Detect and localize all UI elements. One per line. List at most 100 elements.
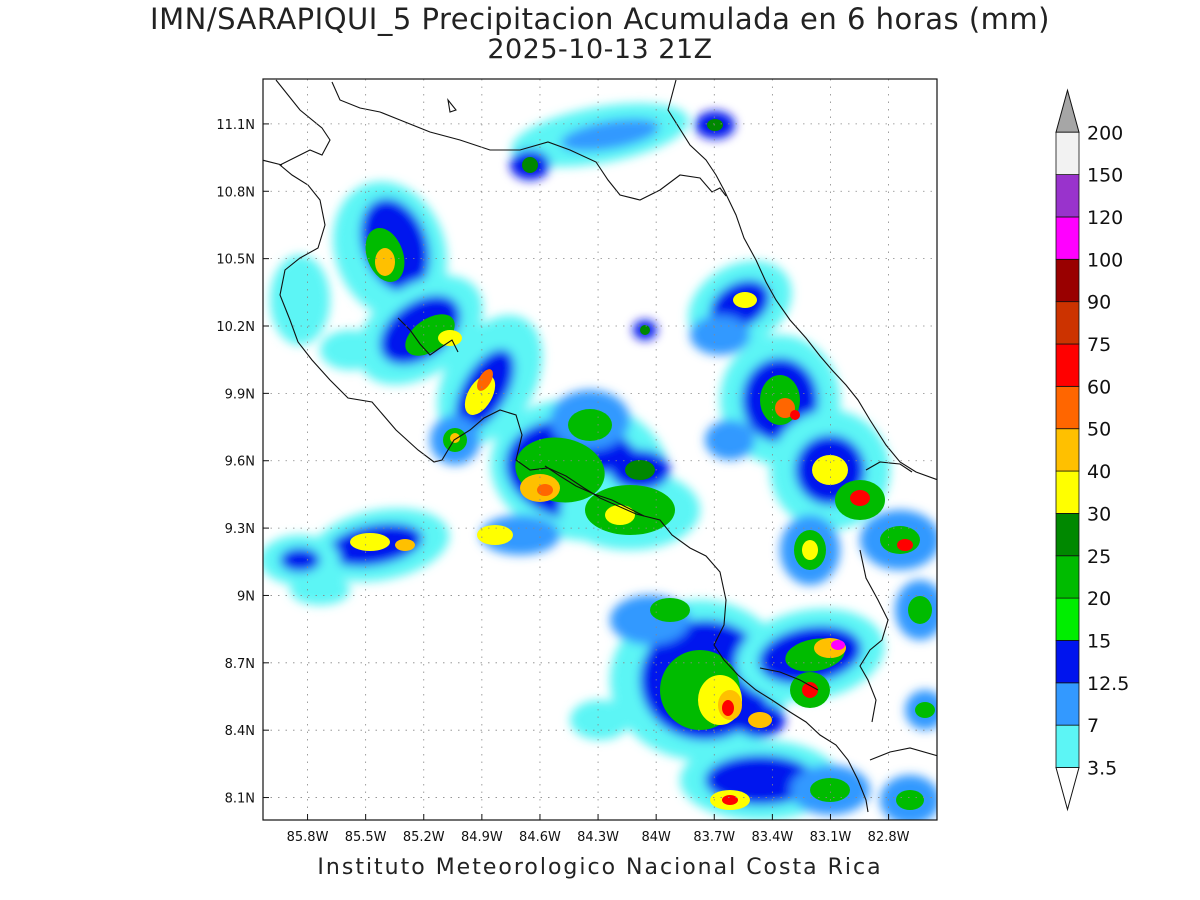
colorbar-level-label: 100 bbox=[1087, 249, 1123, 271]
precip-cell bbox=[640, 325, 650, 335]
colorbar-level-label: 40 bbox=[1087, 461, 1111, 483]
precip-cell bbox=[522, 157, 538, 173]
precip-cell bbox=[450, 433, 460, 443]
colorbar-swatch bbox=[1055, 470, 1080, 514]
precip-cell bbox=[802, 540, 818, 560]
x-tick-label: 85.2W bbox=[403, 830, 445, 845]
precip-cell bbox=[850, 490, 870, 506]
precip-cell bbox=[560, 118, 660, 152]
x-tick-label: 82.8W bbox=[868, 830, 910, 845]
precip-cell bbox=[908, 596, 932, 624]
colorbar-level-label: 75 bbox=[1087, 334, 1111, 356]
precip-cell bbox=[280, 548, 320, 572]
y-tick-label: 10.5N bbox=[216, 253, 255, 268]
y-axis-ticks: 8.1N 8.4N 8.7N 9N 9.3N 9.6N 9.9N 10.2N 10.5N 10.8… bbox=[216, 118, 269, 807]
precip-cell bbox=[790, 410, 800, 420]
precip-cell bbox=[605, 505, 635, 525]
y-tick-label: 9N bbox=[237, 589, 255, 604]
colorbar-arrow-bottom bbox=[1055, 767, 1080, 812]
colorbar-swatch bbox=[1055, 724, 1080, 768]
precip-cell bbox=[812, 455, 848, 485]
colorbar-level-label: 25 bbox=[1087, 546, 1111, 568]
y-tick-label: 11.1N bbox=[216, 118, 255, 133]
colorbar-level-label: 7 bbox=[1087, 715, 1099, 737]
colorbar-swatch bbox=[1055, 682, 1080, 726]
x-tick-label: 84W bbox=[641, 830, 671, 845]
colorbar-level-label: 90 bbox=[1087, 292, 1111, 314]
coastline bbox=[263, 79, 937, 813]
precip-cell bbox=[690, 315, 750, 355]
precip-cell bbox=[537, 484, 553, 496]
colorbar-swatch bbox=[1055, 640, 1080, 684]
precip-cell bbox=[438, 330, 462, 346]
precipitation-field bbox=[263, 103, 937, 820]
colorbar-level-label: 150 bbox=[1087, 165, 1123, 187]
precip-cell bbox=[705, 420, 755, 460]
x-tick-label: 84.3W bbox=[577, 830, 619, 845]
colorbar-swatch bbox=[1055, 555, 1080, 599]
precip-cell bbox=[897, 539, 913, 551]
y-tick-label: 10.8N bbox=[216, 185, 255, 200]
colorbar-arrow-top bbox=[1055, 88, 1080, 133]
y-tick-label: 9.3N bbox=[225, 522, 255, 537]
colorbar-swatch bbox=[1055, 385, 1080, 430]
y-tick-label: 10.2N bbox=[216, 320, 255, 335]
precip-cell bbox=[625, 460, 655, 480]
x-tick-label: 84.9W bbox=[461, 830, 503, 845]
colorbar-swatch bbox=[1055, 597, 1080, 641]
colorbar-swatch bbox=[1055, 216, 1080, 260]
precip-cell bbox=[707, 119, 723, 131]
colorbar-swatch bbox=[1055, 343, 1080, 387]
precip-cell bbox=[880, 526, 920, 554]
x-tick-label: 85.8W bbox=[287, 830, 329, 845]
precip-cell bbox=[748, 712, 772, 728]
x-tick-label: 85.5W bbox=[345, 830, 387, 845]
precip-cell bbox=[810, 778, 850, 802]
precip-cell bbox=[320, 330, 380, 370]
precip-cell bbox=[722, 700, 734, 716]
precip-cell bbox=[568, 409, 612, 441]
y-tick-label: 9.9N bbox=[225, 387, 255, 402]
x-tick-label: 83.4W bbox=[751, 830, 793, 845]
colorbar-swatch bbox=[1055, 428, 1080, 472]
precip-cell bbox=[350, 533, 390, 551]
colorbar-swatch bbox=[1055, 301, 1080, 345]
colorbar-level-label: 30 bbox=[1087, 503, 1111, 525]
precip-cell bbox=[802, 682, 818, 698]
colorbar-level-label: 3.5 bbox=[1087, 758, 1117, 780]
y-tick-label: 8.7N bbox=[225, 657, 255, 672]
precip-cell bbox=[650, 598, 690, 622]
map-title: IMN/SARAPIQUI_5 Precipitacion Acumulada … bbox=[150, 2, 1050, 36]
colorbar-level-label: 20 bbox=[1087, 588, 1111, 610]
precip-cell bbox=[733, 292, 757, 308]
x-axis-ticks: 85.8W 85.5W 85.2W 84.9W 84.6W 84.3W 84W 83.7W 83… bbox=[287, 814, 910, 845]
precip-cell bbox=[831, 640, 845, 650]
precip-cell bbox=[290, 575, 350, 605]
precip-cell bbox=[270, 255, 330, 345]
y-tick-label: 8.4N bbox=[225, 724, 255, 739]
colorbar-swatch bbox=[1055, 131, 1080, 175]
precip-cell bbox=[722, 795, 738, 805]
colorbar-swatch bbox=[1055, 258, 1080, 303]
precip-cell bbox=[395, 539, 415, 551]
footer-credit: Instituto Meteorologico Nacional Costa R… bbox=[317, 855, 883, 880]
precip-cell bbox=[775, 398, 795, 418]
precip-cell bbox=[570, 700, 630, 740]
x-tick-label: 83.7W bbox=[693, 830, 735, 845]
precip-cell bbox=[915, 702, 935, 718]
precip-cell bbox=[405, 314, 455, 356]
colorbar-level-label: 120 bbox=[1087, 207, 1123, 229]
map-date: 2025-10-13 21Z bbox=[487, 34, 713, 65]
colorbar-swatch bbox=[1055, 513, 1080, 557]
precip-cell bbox=[477, 525, 513, 545]
map-frame bbox=[262, 78, 938, 821]
colorbar-level-label: 60 bbox=[1087, 376, 1111, 398]
precip-cell bbox=[375, 248, 395, 276]
colorbar-level-label: 200 bbox=[1087, 122, 1123, 144]
precip-cell bbox=[896, 790, 924, 810]
x-tick-label: 83.1W bbox=[810, 830, 852, 845]
colorbar-level-label: 12.5 bbox=[1087, 673, 1129, 695]
colorbar-level-label: 50 bbox=[1087, 419, 1111, 441]
colorbar-swatch bbox=[1055, 174, 1080, 218]
